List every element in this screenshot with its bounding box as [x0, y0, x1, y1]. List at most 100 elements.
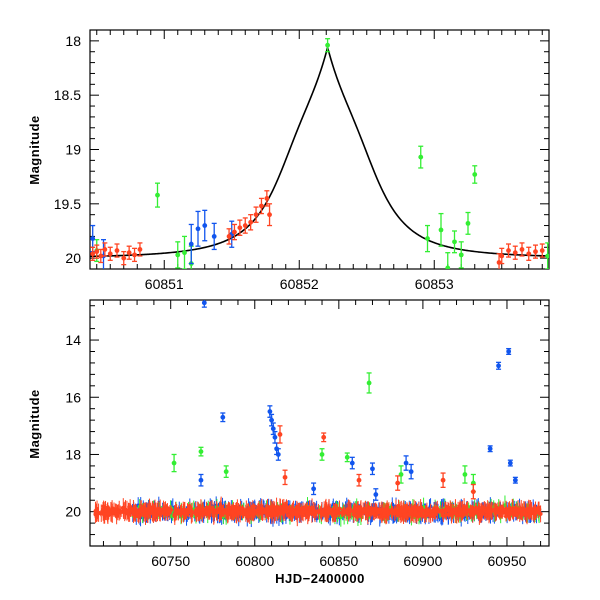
bottom-tick-labels: 60750 60800 60850 60900 60950 14 16 18 20 [65, 332, 526, 569]
baseline-point [396, 503, 401, 508]
data-point-blue [311, 486, 317, 492]
data-point-red [107, 251, 113, 257]
data-point-green [438, 227, 444, 233]
baseline-point [312, 510, 317, 515]
top-plot-frame [89, 29, 550, 270]
data-point-green [472, 172, 478, 177]
baseline-point [245, 511, 250, 516]
baseline-point [270, 509, 275, 514]
baseline-point [368, 511, 373, 516]
data-point-red [267, 212, 272, 218]
bottom-baseline-layer [93, 495, 543, 528]
top-x-tick-label: 60852 [280, 276, 319, 292]
baseline-point [252, 508, 257, 513]
baseline-point [424, 511, 429, 516]
baseline-point [319, 510, 324, 515]
data-point-blue [370, 466, 375, 472]
data-point-blue [496, 363, 501, 369]
data-point-red [506, 248, 511, 253]
baseline-point [333, 510, 338, 515]
baseline-point [285, 505, 290, 510]
data-point-blue [269, 417, 274, 423]
data-point-blue [90, 236, 96, 241]
baseline-point [453, 511, 458, 516]
data-point-green [198, 449, 204, 455]
bottom-x-tick-label: 60850 [319, 553, 358, 569]
bottom-y-axis-title: Magnitude [27, 389, 42, 459]
data-point-red [356, 477, 362, 483]
baseline-point [412, 506, 417, 511]
data-point-green [462, 472, 468, 477]
baseline-point [204, 505, 209, 510]
baseline-point [462, 509, 467, 514]
baseline-point [487, 512, 492, 517]
data-point-blue [198, 477, 204, 483]
baseline-point [438, 509, 443, 514]
baseline-point [250, 511, 255, 516]
baseline-point [399, 506, 404, 511]
data-point-green [171, 460, 177, 466]
data-point-blue [403, 460, 409, 466]
data-point-red [519, 247, 525, 252]
baseline-point [404, 507, 409, 512]
baseline-point [363, 508, 368, 513]
baseline-point [131, 510, 136, 515]
top-ticks [90, 29, 549, 270]
data-point-green [366, 380, 372, 386]
baseline-point [198, 507, 203, 512]
baseline-point [98, 511, 103, 516]
baseline-point [135, 514, 140, 519]
data-point-red [102, 247, 108, 252]
baseline-point [113, 508, 118, 513]
baseline-point [278, 511, 283, 516]
data-point-blue [220, 414, 226, 420]
baseline-point [182, 509, 187, 514]
baseline-point [382, 510, 387, 515]
baseline-point [218, 506, 223, 511]
baseline-point [352, 505, 357, 510]
top-y-axis-title: Magnitude [27, 115, 42, 185]
baseline-point [301, 506, 306, 511]
baseline-point [421, 513, 426, 518]
baseline-point [520, 512, 525, 517]
baseline-point [291, 507, 296, 512]
baseline-point [354, 514, 359, 519]
data-point-green [458, 252, 464, 258]
baseline-point [193, 508, 198, 513]
baseline-point [402, 512, 407, 517]
baseline-point [381, 507, 386, 512]
baseline-point [103, 508, 108, 513]
data-point-blue [188, 241, 194, 247]
top-y-tick-label: 20 [65, 250, 81, 266]
baseline-point [435, 507, 440, 512]
baseline-point [372, 511, 377, 516]
top-x-tick-label: 60851 [145, 276, 184, 292]
bottom-panel: 60750 60800 60850 60900 60950 14 16 18 20 Magnit… [27, 299, 550, 586]
baseline-point [289, 510, 294, 515]
top-model-layer [90, 44, 549, 258]
baseline-point [150, 508, 155, 513]
data-point-green [465, 220, 471, 226]
data-point-red [264, 195, 270, 201]
baseline-point [123, 509, 128, 514]
baseline-point [186, 506, 191, 511]
top-panel: 60851 60852 60853 18 18.5 19 19.5 20 Magnitude [27, 29, 550, 292]
data-point-blue [349, 460, 355, 466]
baseline-point [211, 512, 216, 517]
bottom-x-tick-label: 60800 [235, 553, 274, 569]
baseline-point [277, 506, 282, 511]
baseline-point [158, 507, 163, 512]
baseline-point [286, 513, 291, 518]
data-point-green [452, 239, 457, 245]
baseline-point [416, 506, 421, 511]
baseline-point [374, 508, 379, 513]
data-point-blue [195, 226, 201, 232]
data-point-green [175, 252, 181, 258]
data-point-red [237, 225, 243, 231]
baseline-point [414, 512, 419, 517]
data-point-red [253, 212, 259, 218]
baseline-point [491, 507, 496, 512]
baseline-point [239, 508, 244, 513]
baseline-point [207, 509, 212, 514]
data-point-red [226, 234, 232, 239]
